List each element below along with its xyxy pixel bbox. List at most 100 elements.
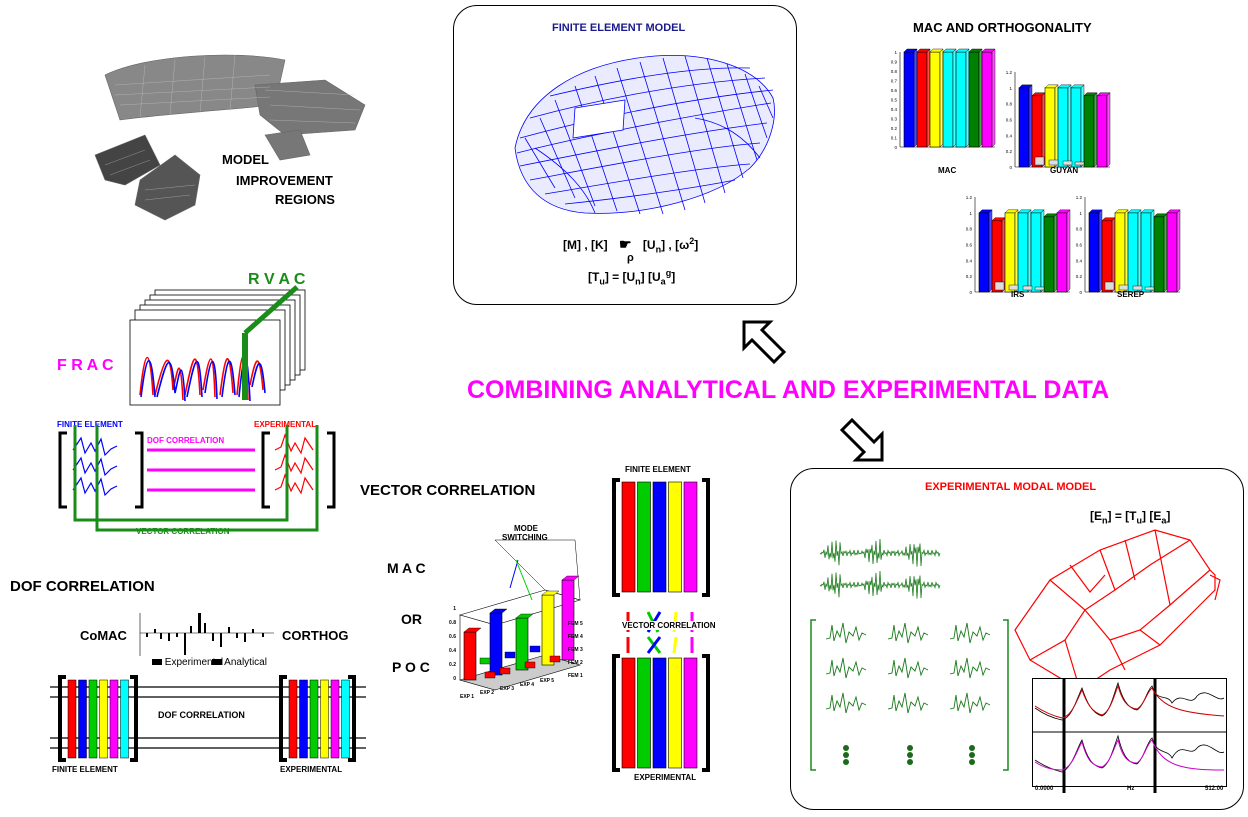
mac3d-exp-tick: EXP 1	[460, 694, 474, 700]
mac-bar-side	[1054, 84, 1059, 168]
mac-tick: 0.5	[891, 98, 898, 103]
serep-chart-label: SEREP	[1117, 290, 1145, 299]
mac-bar	[903, 51, 915, 148]
dof-vector-correlation-diagram	[58, 425, 336, 532]
mac-tick: 0.8	[966, 227, 973, 232]
dof-mode-bar	[341, 679, 350, 759]
mode-switching-label-2: SWITCHING	[502, 533, 548, 542]
mac-bar-side	[1137, 209, 1142, 293]
mac-tick: 0	[1079, 290, 1082, 295]
mac-bar	[1056, 212, 1068, 293]
vec-corr-title: VECTOR CORRELATION	[360, 482, 536, 499]
mac3d-bar-top	[463, 627, 482, 633]
frf-cell-trace	[887, 622, 929, 644]
mac3d-offdiag-bar	[499, 667, 511, 675]
mac-bar-side	[939, 48, 944, 148]
mac3d-bar-top	[541, 590, 560, 596]
mac-chart-2: 1.2 1 0.8 0.6 0.4 0.2 0	[966, 195, 1071, 295]
vc-mode-bar	[637, 657, 651, 769]
mode-switching-label-1: MODE	[514, 524, 538, 533]
dof-mode-bars-diagram	[50, 675, 366, 762]
mac-tick: 0	[1009, 165, 1012, 170]
mac-bar-side	[926, 48, 931, 148]
vc-mode-bar	[621, 481, 636, 593]
dof-mode-bar	[78, 679, 87, 759]
mac-bar	[1114, 212, 1126, 293]
mac-bar-side	[1150, 209, 1155, 293]
mac-tick: 1.2	[966, 195, 973, 200]
mac-tick: 0	[969, 290, 972, 295]
mac-bar	[1018, 87, 1030, 168]
mac-bar-side	[978, 48, 983, 148]
mac-tick: 0.6	[891, 88, 898, 93]
vc-mode-bar	[652, 657, 667, 769]
guyan-chart-label: GUYAN	[1050, 166, 1079, 175]
model-improvement-mesh	[94, 54, 366, 221]
mir-line-2: IMPROVEMENT	[236, 173, 333, 188]
mac3d-exp-tick: EXP 5	[540, 678, 554, 684]
mac-bar-side	[1066, 209, 1071, 293]
mac-bar	[1166, 212, 1178, 293]
mac-bar-side	[1080, 84, 1085, 168]
mac-bar	[1153, 216, 1165, 293]
mac-tick: 0.6	[966, 243, 973, 248]
frf-cell-trace	[949, 657, 991, 679]
mac-bar	[991, 220, 1003, 293]
mac-bar	[955, 51, 967, 148]
mac-bar	[1096, 95, 1108, 168]
mac-chart-0: 1 0.9 0.8 0.7 0.6 0.5 0.4 0.3 0.2 0.1 0	[891, 48, 996, 150]
mac-tick: 0.4	[1006, 133, 1013, 138]
dof-mode-bar	[288, 679, 298, 759]
mac-tick: 1	[894, 50, 897, 55]
dof-mode-bar	[320, 679, 329, 759]
fe-car-mesh	[514, 55, 775, 215]
mac-bar	[981, 51, 993, 148]
vc-mode-bar	[621, 657, 636, 769]
mac-offdiag-bar	[1132, 285, 1143, 291]
legend-swatch-experimental	[152, 659, 162, 665]
mac3d-offdiag-bar	[504, 651, 516, 659]
time-signal-trace	[819, 539, 941, 567]
mac3d-ytick: 0.6	[449, 634, 456, 640]
mac-chart-3: 1.2 1 0.8 0.6 0.4 0.2 0	[1076, 195, 1181, 295]
dof-mode-bar	[309, 679, 319, 759]
omega-symbol: ω	[679, 238, 690, 252]
frf-x-start: 0.0000	[1035, 786, 1054, 792]
mac-chart-label: MAC	[938, 166, 957, 175]
frac-label: F R A C	[57, 357, 114, 374]
vc-mode-bar	[683, 481, 698, 593]
comac-label: CoMAC	[80, 628, 127, 643]
mac-bar	[1030, 212, 1042, 293]
mac-tick: 0.2	[966, 274, 973, 279]
mac3d-fem-tick: FEM 5	[568, 621, 583, 627]
mac3d-ytick: 0.2	[449, 662, 456, 668]
mac3d-bar-top	[561, 575, 580, 581]
fe-bottom-label: FINITE ELEMENT	[52, 765, 118, 774]
mac-tick: 0.2	[1006, 149, 1013, 154]
frf-cell-trace	[825, 622, 867, 644]
frf-cell-trace	[949, 622, 991, 644]
dof-mode-bar	[67, 679, 77, 759]
mac-offdiag-bar	[1118, 284, 1129, 291]
mac-orth-title: MAC AND ORTHOGONALITY	[913, 20, 1092, 35]
vc-mode-bar	[637, 481, 651, 593]
exp-bottom-label: EXPERIMENTAL	[280, 765, 343, 774]
vec-corr-small-label: VECTOR CORRELATION	[136, 527, 230, 536]
mac-tick: 0.2	[891, 126, 898, 131]
legend-swatch-analytical	[211, 659, 222, 665]
mac-3d-chart: 1 0.8 0.6 0.4 0.2 0 EXP 1 EXP 2 EXP 3 EXP 4 EXP 5 F…	[449, 539, 583, 700]
mac-bar	[1057, 87, 1069, 168]
frac-frf-stack	[129, 285, 306, 406]
vector-correlation-bars	[612, 478, 710, 772]
fe-small-label: FINITE ELEMENT	[57, 420, 123, 429]
mac-bar	[1101, 220, 1113, 293]
mac-offdiag-bar	[1022, 285, 1033, 291]
mac-bar-side	[913, 48, 918, 148]
mac-bar	[1031, 95, 1043, 168]
mac-bar-side	[1040, 209, 1045, 293]
frf-cell-trace	[825, 692, 867, 714]
mac-label: M A C	[387, 560, 426, 576]
vc-mode-bar	[668, 657, 682, 769]
mac-offdiag-bar	[1074, 161, 1085, 166]
